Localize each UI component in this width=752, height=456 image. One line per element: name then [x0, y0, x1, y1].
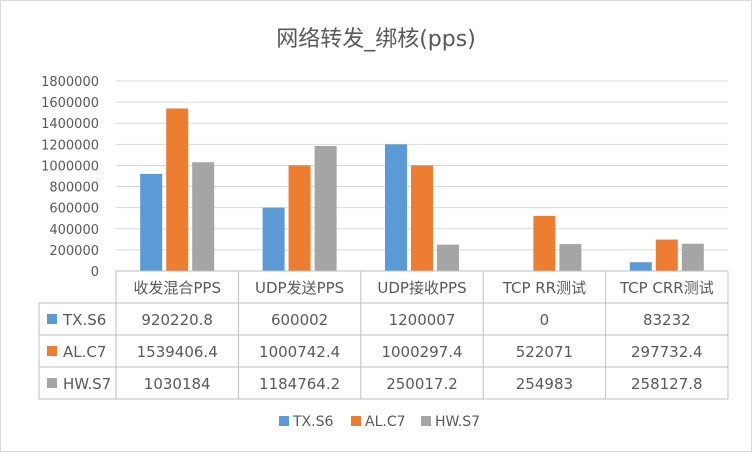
bars	[140, 108, 704, 271]
bar-al-c7	[166, 108, 189, 271]
legend-label: HW.S7	[435, 414, 480, 430]
y-tick-label: 1400000	[41, 117, 99, 132]
data-label: 297732.4	[631, 343, 703, 361]
data-label: 250017.2	[386, 375, 458, 393]
table-series-name: TX.S6	[62, 311, 106, 329]
bar-hw-s7	[437, 244, 459, 271]
bar-al-c7	[288, 165, 311, 271]
legend-key	[279, 416, 289, 426]
data-label: 1200007	[389, 311, 456, 329]
y-tick-label: 0	[91, 265, 99, 280]
y-tick-label: 800000	[49, 181, 99, 196]
y-tick-label: 600000	[49, 202, 99, 217]
table-legend-key	[47, 346, 57, 356]
bar-al-c7	[655, 239, 678, 271]
x-category-label: UDP发送PPS	[255, 279, 344, 297]
legend-key	[351, 416, 361, 426]
data-label: 1030184	[144, 375, 211, 393]
data-label: 1000742.4	[259, 343, 340, 361]
bar-hw-s7	[192, 162, 215, 271]
x-category-label: 收发混合PPS	[133, 279, 221, 297]
table-series-name: AL.C7	[63, 343, 106, 361]
data-table: 收发混合PPS UDP发送PPS UDP接收PPS TCP RR测试 TCP CRR测试…	[38, 270, 729, 400]
y-tick-label: 1200000	[41, 138, 99, 153]
data-label: 258127.8	[631, 375, 703, 393]
bar-tx-s6	[262, 207, 285, 271]
data-label: 83232	[643, 311, 691, 329]
x-category-label: TCP RR测试	[502, 279, 586, 297]
legend: TX.S6 AL.C7 HW.S7	[279, 414, 480, 430]
data-label: 522071	[516, 343, 573, 361]
bar-hw-s7	[559, 244, 582, 271]
data-label: 254983	[516, 375, 573, 393]
y-tick-label: 200000	[49, 244, 99, 259]
table-legend-key	[47, 378, 57, 388]
bar-hw-s7	[681, 243, 704, 271]
table-series-name: HW.S7	[63, 375, 111, 393]
legend-label: AL.C7	[365, 414, 406, 430]
x-category-label: UDP接收PPS	[377, 279, 466, 297]
y-tick-label: 400000	[49, 223, 99, 238]
bar-tx-s6	[140, 173, 163, 271]
data-label: 920220.8	[141, 311, 213, 329]
y-tick-label: 1600000	[41, 96, 99, 111]
data-label: 1184764.2	[259, 375, 340, 393]
bar-hw-s7	[314, 145, 337, 271]
legend-label: TX.S6	[292, 414, 333, 430]
data-label: 600002	[271, 311, 328, 329]
table-legend-key	[47, 314, 57, 324]
chart-title: 网络转发_绑核(pps)	[276, 27, 476, 52]
bar-tx-s6	[385, 144, 407, 271]
data-label: 1000297.4	[381, 343, 462, 361]
y-tick-label: 1800000	[41, 75, 99, 90]
data-label: 1539406.4	[137, 343, 218, 361]
y-tick-label: 1000000	[41, 159, 99, 174]
x-category-label: TCP CRR测试	[619, 279, 714, 297]
bar-al-c7	[411, 165, 433, 271]
legend-key	[421, 416, 431, 426]
bar-al-c7	[533, 215, 556, 271]
data-label: 0	[540, 311, 550, 329]
bar-tx-s6	[629, 262, 652, 271]
y-axis-ticks: 0 200000 400000 600000 800000 1000000 1200000 1…	[41, 75, 99, 280]
